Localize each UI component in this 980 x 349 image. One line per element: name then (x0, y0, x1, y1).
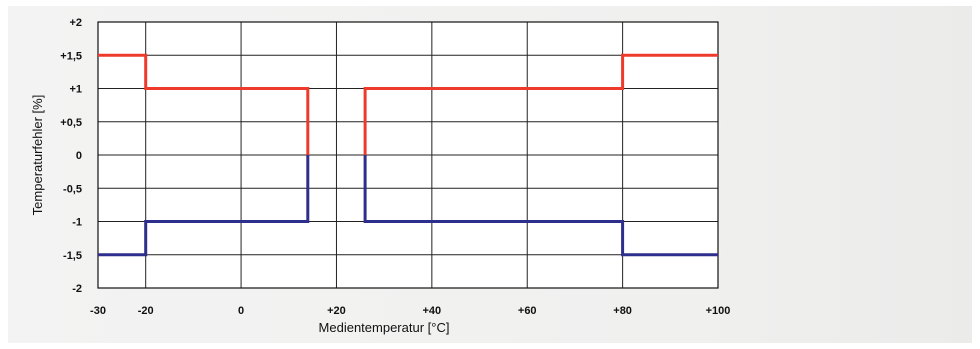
grid (97, 21, 719, 289)
y-tick-label: +1,5 (60, 50, 82, 62)
y-tick-label: +1 (69, 84, 82, 96)
x-tick-label: +40 (423, 305, 442, 317)
tick-labels: -30 -20 0 +20 +40 +60 +80 +100 +2 +1,5 +1 +0,5 0 -0,5… (60, 17, 730, 317)
x-tick-label: +80 (613, 305, 632, 317)
series-line-1 (363, 53, 718, 155)
x-axis-label: Medientemperatur [°C] (319, 320, 450, 335)
series-line-1 (98, 53, 310, 155)
y-tick-label: -1 (72, 217, 82, 229)
x-tick-label: +100 (706, 305, 731, 317)
x-tick-label: -30 (90, 305, 106, 317)
y-tick-label: -0,5 (63, 183, 82, 195)
x-tick-label: 0 (238, 305, 244, 317)
y-tick-label: -1,5 (63, 250, 82, 262)
y-tick-label: +0,5 (60, 117, 82, 129)
series-line-2 (98, 155, 310, 257)
series-line-2 (363, 155, 718, 257)
y-tick-label: 0 (76, 150, 82, 162)
y-tick-label: -2 (72, 283, 82, 295)
plot-border (97, 21, 719, 289)
y-tick-label: +2 (69, 17, 82, 29)
y-axis-label: Temperaturfehler [%] (30, 95, 45, 216)
x-tick-label: +60 (518, 305, 537, 317)
x-tick-label: -20 (138, 305, 154, 317)
x-tick-label: +20 (327, 305, 346, 317)
series-group (98, 53, 718, 257)
